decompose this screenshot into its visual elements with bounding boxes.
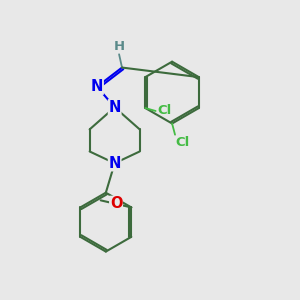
Text: O: O (110, 196, 122, 211)
Text: N: N (109, 100, 121, 115)
Text: N: N (91, 79, 103, 94)
Text: H: H (113, 40, 124, 53)
Text: Cl: Cl (175, 136, 189, 149)
Text: N: N (109, 156, 121, 171)
Text: Cl: Cl (157, 104, 171, 118)
